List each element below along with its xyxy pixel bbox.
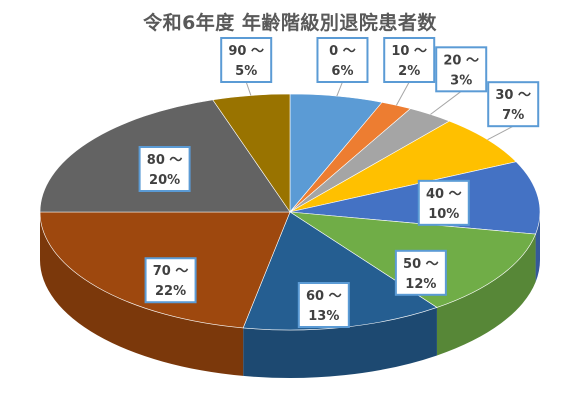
- category-label: 60 ～: [306, 289, 342, 304]
- percent-label: 20%: [149, 173, 180, 188]
- slice-side-40: [535, 212, 540, 283]
- label-box: [435, 46, 488, 93]
- chart-title: 令和6年度 年齢階級別退院患者数: [143, 12, 437, 34]
- percent-label: 12%: [405, 277, 436, 292]
- data-label-40: 40 ～ 10%: [417, 179, 470, 226]
- pie-slice-90: [212, 93, 291, 213]
- pie-sides: [40, 212, 540, 378]
- category-label: 10 ～: [391, 44, 427, 59]
- category-label: 30 ～: [495, 88, 531, 103]
- category-label: 80 ～: [147, 153, 183, 168]
- leader-line: [396, 81, 410, 106]
- category-label: 50 ～: [403, 257, 439, 272]
- category-label: 90 ～: [228, 44, 264, 59]
- percent-label: 10%: [428, 207, 459, 222]
- percent-label: 5%: [235, 64, 257, 79]
- data-label-30: 30 ～ 7%: [487, 81, 540, 141]
- leader-line: [430, 90, 462, 115]
- data-label-60: 60 ～ 13%: [297, 281, 350, 328]
- label-box: [220, 37, 273, 83]
- percent-label: 3%: [450, 73, 472, 88]
- category-label: 40 ～: [426, 187, 462, 202]
- data-label-0: 0 ～6%: [316, 37, 369, 97]
- data-label-80: 80 ～ 20%: [138, 145, 191, 192]
- data-label-70: 70 ～ 22%: [144, 257, 197, 304]
- label-box: [316, 37, 369, 83]
- leader-line: [336, 81, 343, 97]
- percent-label: 7%: [502, 108, 524, 123]
- label-box: [297, 281, 350, 328]
- percent-label: 6%: [331, 64, 353, 79]
- category-label: 20 ～: [443, 53, 479, 68]
- label-box: [383, 37, 436, 83]
- pie-slice-40: [289, 161, 541, 235]
- label-box: [487, 81, 540, 128]
- label-box: [144, 257, 197, 304]
- data-label-50: 50 ～ 12%: [394, 249, 447, 296]
- percent-label: 13%: [308, 309, 339, 324]
- leader-line: [245, 81, 252, 96]
- label-box: [417, 179, 470, 226]
- category-label: 70 ～: [153, 264, 189, 279]
- slice-side-50: [436, 234, 536, 356]
- data-label-10: 10 ～ 2%: [383, 37, 436, 106]
- label-box: [394, 249, 447, 296]
- leader-line: [487, 125, 514, 141]
- data-labels: 0 ～6%10 ～2%20 ～3%30 ～7%40 ～10%50 ～12%60 …: [138, 37, 540, 328]
- slice-side-70: [40, 212, 244, 376]
- percent-label: 22%: [155, 284, 186, 299]
- slice-side-60: [243, 307, 437, 378]
- data-label-90: 90 ～ 5%: [220, 37, 273, 96]
- category-label: 0 ～: [329, 44, 356, 59]
- percent-label: 2%: [398, 64, 420, 79]
- pie-slice-30: [289, 120, 517, 213]
- data-label-20: 20 ～ 3%: [430, 46, 488, 115]
- label-box: [138, 145, 191, 192]
